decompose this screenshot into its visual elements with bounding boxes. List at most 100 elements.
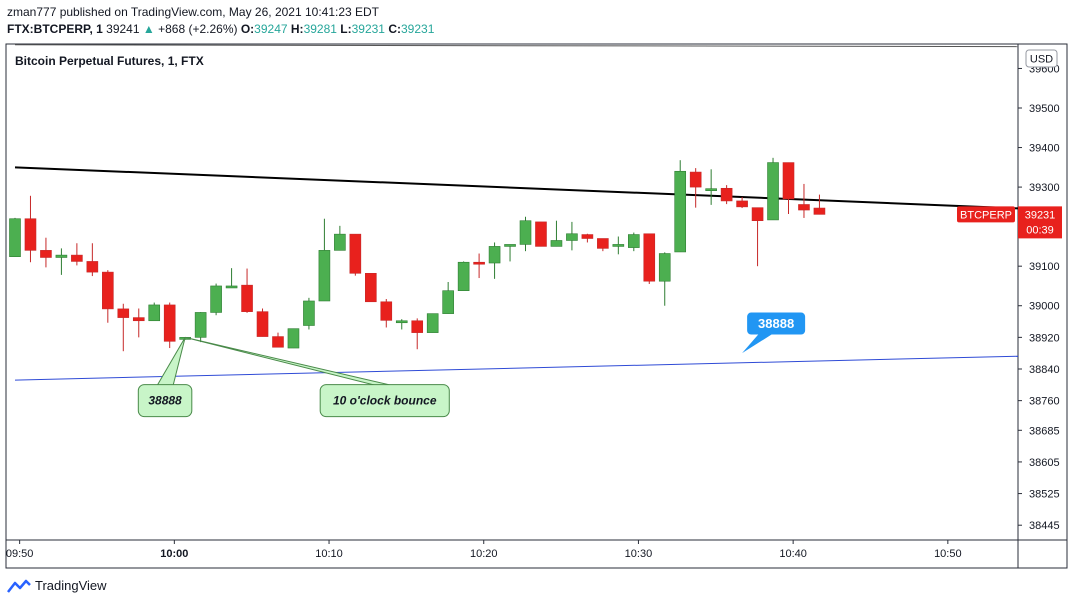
y-tick-label: 38605 xyxy=(1029,457,1060,469)
candle-body xyxy=(148,304,161,322)
callout-pointer xyxy=(742,333,774,354)
candle-body xyxy=(720,187,733,202)
candle-body xyxy=(318,250,331,302)
candle-body xyxy=(798,204,810,211)
candle xyxy=(395,319,408,330)
candle-body xyxy=(102,271,114,310)
candle xyxy=(658,252,671,306)
symbol-tag-box xyxy=(957,206,1015,223)
candle-body xyxy=(210,285,222,313)
candle xyxy=(365,272,377,303)
callout-box xyxy=(319,384,450,418)
candle xyxy=(627,232,640,252)
candle xyxy=(194,312,207,343)
candle xyxy=(303,297,315,330)
candle-body xyxy=(627,234,640,248)
candle-body xyxy=(689,171,702,188)
candle xyxy=(380,299,393,328)
candle xyxy=(519,216,532,252)
candle xyxy=(225,268,238,289)
candle xyxy=(535,221,547,247)
candle-body xyxy=(504,244,516,247)
candle-body xyxy=(782,162,795,200)
candle xyxy=(55,248,68,275)
candle-body xyxy=(643,233,656,282)
candle-body xyxy=(24,218,37,251)
candle-body xyxy=(256,311,269,337)
callout-note[interactable]: 38888 xyxy=(137,337,193,418)
candle-body xyxy=(132,317,145,322)
candle xyxy=(102,270,114,323)
candle xyxy=(782,162,795,214)
candle-body xyxy=(117,308,130,318)
candle-body xyxy=(658,253,671,282)
candle-body xyxy=(86,261,99,273)
y-tick-label: 39500 xyxy=(1029,103,1060,115)
change-arrow-icon: ▲ xyxy=(142,22,155,36)
candle-body xyxy=(488,246,501,264)
candle-body xyxy=(71,254,83,262)
trendline-support[interactable] xyxy=(14,355,1030,381)
callout-box xyxy=(137,384,193,418)
candle xyxy=(705,169,717,205)
candle xyxy=(132,308,145,338)
candle xyxy=(24,195,37,263)
price-callout-blue[interactable]: 38888 xyxy=(742,312,806,354)
low-label: L: xyxy=(340,22,352,36)
symbol-label: FTX:BTCPERP, 1 xyxy=(7,22,103,36)
chart-frame xyxy=(5,43,1068,569)
callout-note[interactable]: 10 o'clock bounce xyxy=(185,336,450,418)
candle xyxy=(689,168,702,208)
chart-title: Bitcoin Perpetual Futures, 1, FTX xyxy=(15,54,204,68)
candle xyxy=(241,268,253,313)
candle-body xyxy=(163,304,176,342)
candle xyxy=(504,244,516,262)
candle xyxy=(813,194,826,215)
candle xyxy=(9,217,21,257)
candle-body xyxy=(9,218,21,257)
candle xyxy=(426,313,439,333)
close-label: C: xyxy=(388,22,401,36)
last-price: 39241 xyxy=(106,22,140,36)
candle xyxy=(272,332,284,348)
price-tag-box xyxy=(1018,206,1062,239)
symbol-tag-label: BTCPERP xyxy=(960,209,1012,221)
candle xyxy=(612,236,625,255)
candle-body xyxy=(426,313,439,333)
y-tick-label: 38685 xyxy=(1029,425,1060,437)
candle xyxy=(767,157,779,221)
candle-body xyxy=(612,244,625,247)
candle-body xyxy=(411,320,424,333)
y-tick-label: 38525 xyxy=(1029,489,1060,501)
candle xyxy=(442,282,454,314)
candle xyxy=(210,283,222,316)
candle-body xyxy=(365,272,377,303)
candle xyxy=(736,196,748,209)
trendline-resistance[interactable] xyxy=(14,166,1030,210)
currency-box[interactable] xyxy=(1025,49,1058,68)
callout-text: 38888 xyxy=(148,394,182,408)
y-tick-label: 39000 xyxy=(1029,301,1060,313)
candle xyxy=(287,328,300,349)
candle-body xyxy=(395,320,408,324)
trendline-top[interactable] xyxy=(14,44,1030,48)
symbol-ohlc-line: FTX:BTCPERP, 1 39241 ▲ +868 (+2.26%) O:3… xyxy=(7,22,434,36)
callout-text: 38888 xyxy=(758,316,794,331)
callout-text: 10 o'clock bounce xyxy=(333,394,437,408)
candle-body xyxy=(241,284,253,312)
candle xyxy=(473,253,485,279)
currency-label: USD xyxy=(1030,54,1053,66)
candle-body xyxy=(287,328,300,349)
candle xyxy=(117,303,130,352)
x-tick-label: 10:50 xyxy=(934,548,962,560)
change-value: +868 (+2.26%) xyxy=(158,22,238,36)
close-value: 39231 xyxy=(401,22,435,36)
y-tick-label: 38840 xyxy=(1029,364,1060,376)
candle xyxy=(349,233,362,276)
candle-body xyxy=(303,300,315,326)
candle-body xyxy=(225,285,238,289)
candle xyxy=(720,185,733,205)
x-tick-label: 10:20 xyxy=(470,548,498,560)
candle xyxy=(581,233,594,243)
